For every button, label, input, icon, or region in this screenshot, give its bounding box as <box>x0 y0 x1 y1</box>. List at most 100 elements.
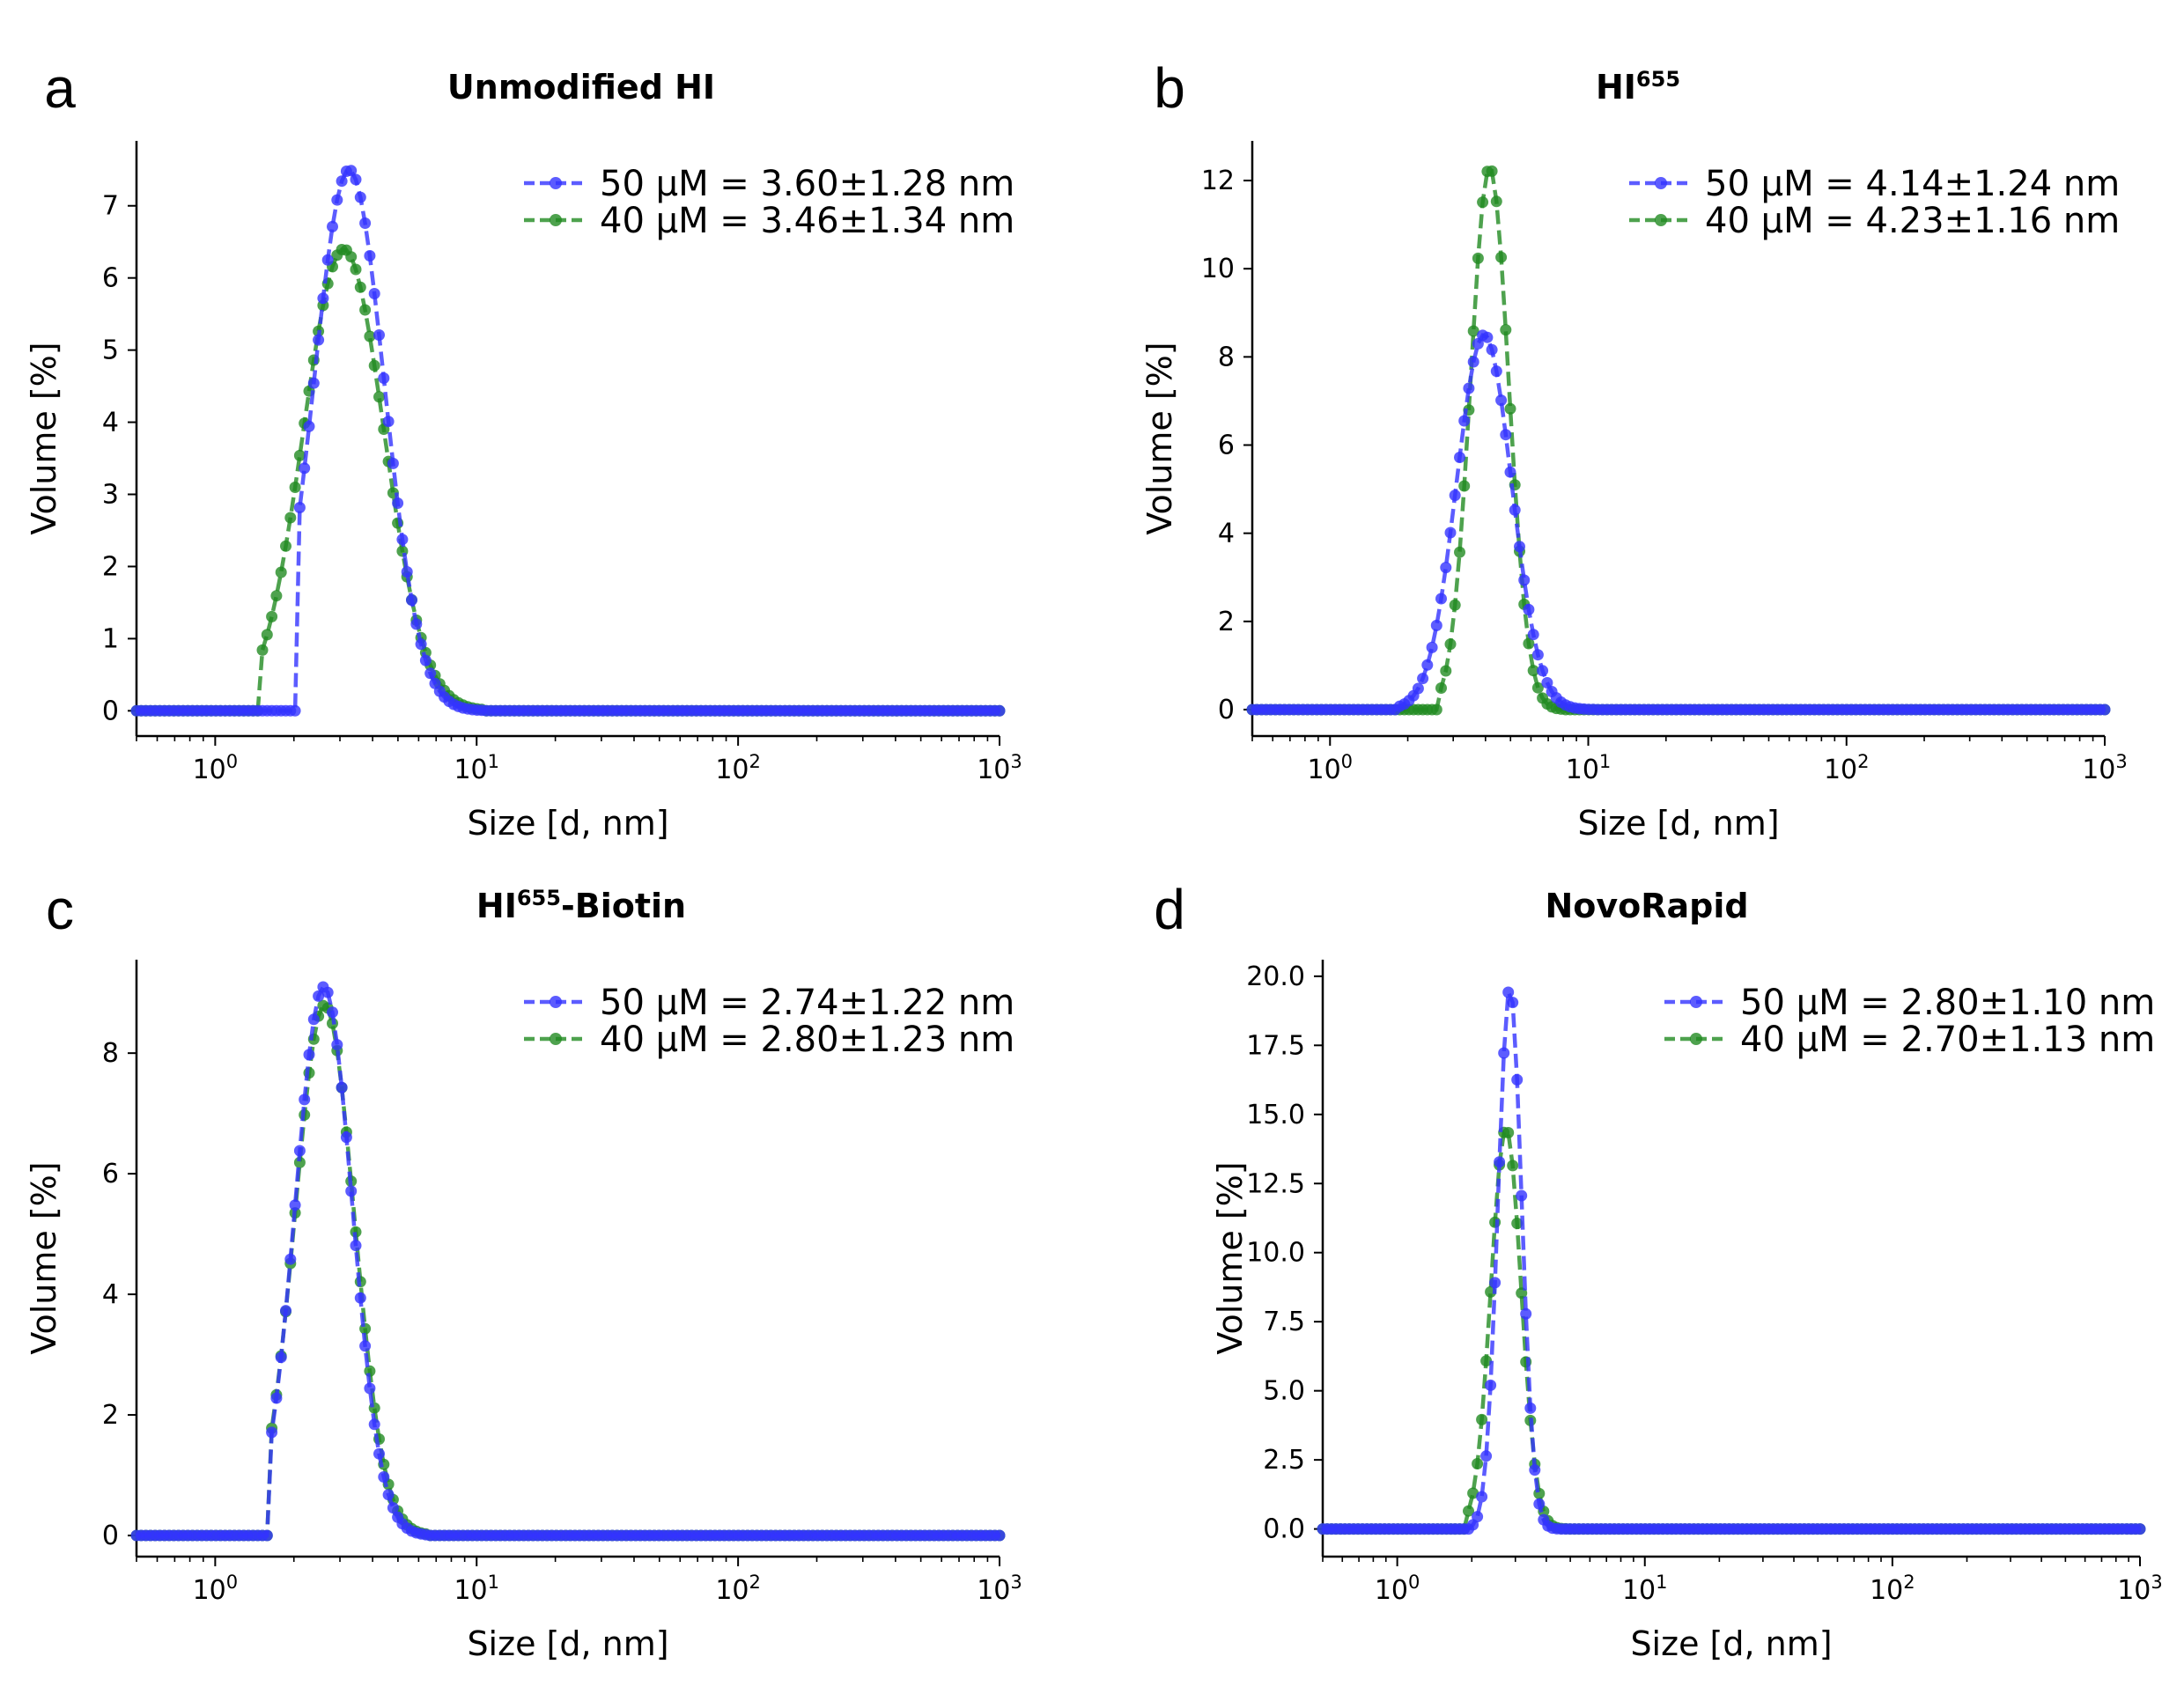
data-point <box>1467 1487 1479 1499</box>
data-point <box>1500 429 1512 441</box>
x-tick-base: 10 <box>193 755 226 785</box>
legend-entry: 40 μM = 3.46±1.34 nm <box>524 201 1015 241</box>
data-point <box>368 359 380 372</box>
data-point <box>1514 541 1525 553</box>
data-point <box>419 654 432 666</box>
data-point <box>364 250 376 261</box>
data-point <box>2099 703 2111 716</box>
x-tick-exponent: 1 <box>488 751 499 772</box>
data-point <box>1502 1127 1515 1138</box>
data-point <box>373 329 385 341</box>
data-point <box>1495 251 1508 263</box>
data-point <box>293 1156 306 1168</box>
data-point <box>321 986 334 998</box>
data-point <box>299 1094 311 1106</box>
data-point <box>266 610 278 622</box>
panel-title: HI655-Biotin <box>476 886 686 925</box>
data-point <box>1440 665 1452 677</box>
x-tick-base: 10 <box>454 1575 487 1606</box>
x-tick-exponent: 0 <box>226 1572 238 1593</box>
x-tick-label: 101 <box>1566 751 1612 785</box>
x-tick-label: 100 <box>1375 1572 1420 1606</box>
x-tick-label: 103 <box>2117 1572 2163 1606</box>
x-tick-exponent: 1 <box>1656 1572 1667 1593</box>
data-point <box>289 1199 301 1211</box>
data-point <box>293 502 306 513</box>
x-axis-label: Size [d, nm] <box>467 1624 668 1663</box>
series-40uM <box>1317 1126 2146 1535</box>
x-tick-label: 100 <box>193 1572 239 1606</box>
series-line <box>1252 169 2105 712</box>
series-line <box>136 983 1000 1538</box>
x-tick-exponent: 3 <box>2151 1572 2162 1593</box>
data-point <box>359 1340 372 1352</box>
data-point <box>373 1447 385 1460</box>
data-point <box>331 1039 343 1051</box>
x-tick-exponent: 2 <box>749 751 761 772</box>
series-50uM <box>130 981 1006 1542</box>
title-main: HI <box>1596 68 1636 107</box>
data-point <box>350 173 362 186</box>
data-point <box>1412 682 1424 695</box>
data-point <box>256 644 269 656</box>
x-tick-exponent: 2 <box>1857 751 1869 772</box>
data-point <box>345 165 358 177</box>
data-point <box>1458 415 1471 427</box>
x-tick-exponent: 1 <box>1599 751 1611 772</box>
data-point <box>364 330 376 342</box>
data-point <box>303 1049 315 1061</box>
data-point <box>261 1529 273 1542</box>
panel-d: d NovoRapid0.02.55.07.510.012.515.017.520… <box>1154 878 2163 1663</box>
data-point <box>382 416 395 428</box>
legend-entry: 50 μM = 2.80±1.10 nm <box>1664 983 2155 1023</box>
x-tick-base: 10 <box>1307 755 1340 785</box>
data-point <box>1467 325 1479 337</box>
data-point <box>1426 641 1438 653</box>
panel-letter: c <box>46 878 74 941</box>
data-point <box>1472 1511 1484 1523</box>
legend-entry: 50 μM = 3.60±1.28 nm <box>524 164 1015 204</box>
data-point <box>1529 1464 1541 1476</box>
data-point <box>1533 1498 1546 1510</box>
data-point <box>378 372 390 384</box>
series-line <box>136 247 1000 713</box>
y-axis-label: Volume [%] <box>25 342 63 534</box>
data-point <box>321 254 334 266</box>
x-tick-label: 100 <box>193 751 239 785</box>
data-point <box>1472 337 1484 350</box>
data-point <box>1527 629 1539 641</box>
series-50uM <box>1317 986 2146 1535</box>
data-point <box>1472 1458 1484 1469</box>
data-point <box>1463 382 1475 394</box>
x-tick-base: 10 <box>1824 755 1857 785</box>
data-point <box>1421 659 1434 671</box>
data-point <box>1477 196 1489 209</box>
data-point <box>270 1392 283 1404</box>
y-tick-label: 8 <box>102 1038 119 1069</box>
y-axis-label: Volume [%] <box>1211 1161 1250 1354</box>
data-point <box>336 1081 348 1094</box>
data-point <box>401 566 413 578</box>
x-tick-exponent: 0 <box>1341 751 1353 772</box>
data-point <box>424 667 437 680</box>
x-tick-base: 10 <box>977 755 1010 785</box>
data-point <box>1440 562 1452 574</box>
data-point <box>307 377 320 389</box>
y-tick-label: 7 <box>102 191 119 222</box>
x-tick-base: 10 <box>977 1575 1010 1606</box>
x-tick-base: 10 <box>1375 1575 1408 1606</box>
y-tick-label: 0.0 <box>1263 1514 1305 1545</box>
data-point <box>1490 365 1502 378</box>
y-tick-label: 7.5 <box>1263 1307 1305 1337</box>
y-tick-label: 4 <box>1218 519 1235 549</box>
y-tick-label: 0 <box>102 1521 119 1551</box>
data-point <box>327 220 338 232</box>
y-tick-label: 4 <box>102 1279 119 1310</box>
data-point <box>1531 681 1544 694</box>
series-40uM <box>130 999 1006 1542</box>
y-tick-label: 3 <box>102 480 119 511</box>
data-point <box>1458 480 1471 492</box>
data-point <box>378 1471 390 1483</box>
data-point <box>293 449 306 461</box>
